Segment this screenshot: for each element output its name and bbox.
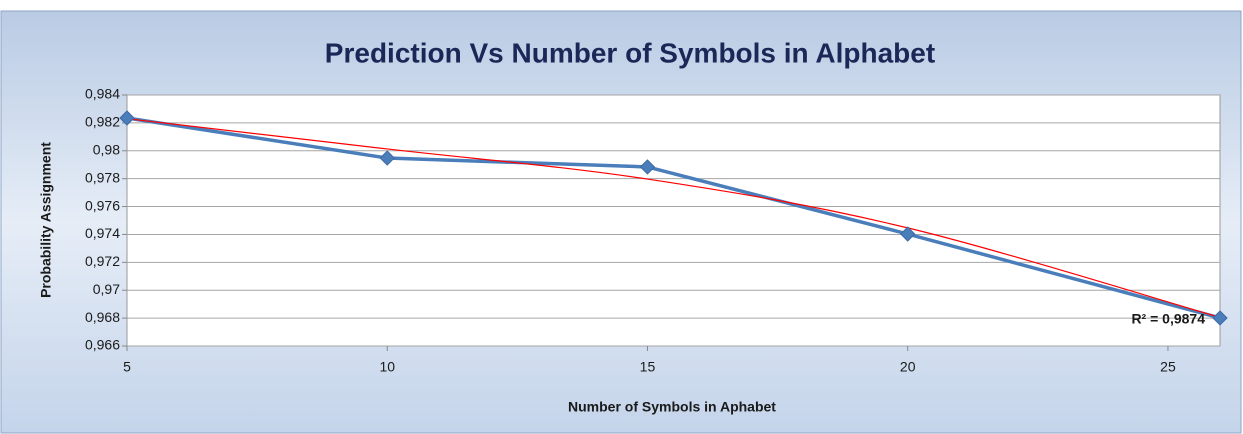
- y-tick-label: 0,984: [85, 86, 120, 102]
- y-tick-label: 0,966: [85, 337, 120, 353]
- point-marker: [1212, 310, 1228, 326]
- x-tick-label: 5: [123, 359, 131, 375]
- trendline: [126, 118, 1221, 318]
- y-tick-label: 0,972: [85, 253, 120, 269]
- plot-area: [126, 94, 1221, 347]
- y-axis-title: Probability Assignment: [38, 142, 54, 298]
- x-axis-title: Number of Symbols in Aphabet: [568, 399, 776, 415]
- x-tick-label: 20: [900, 359, 916, 375]
- r-squared-label: R² = 0,9874: [1131, 311, 1205, 327]
- chart-title: Prediction Vs Number of Symbols in Alpha…: [325, 37, 935, 68]
- point-marker: [639, 159, 656, 175]
- y-tick-label: 0,974: [85, 225, 120, 241]
- y-tick-label: 0,98: [93, 141, 120, 157]
- point-marker: [119, 110, 135, 126]
- x-tick-label: 10: [379, 359, 395, 375]
- y-tick-label: 0,97: [93, 281, 120, 297]
- y-tick-label: 0,968: [85, 309, 120, 325]
- x-tick-label: 15: [640, 359, 656, 375]
- point-marker: [900, 226, 916, 242]
- y-tick-label: 0,982: [85, 114, 120, 130]
- y-tick-label: 0,978: [85, 169, 120, 185]
- point-marker: [379, 150, 395, 166]
- x-tick-label: 25: [1160, 359, 1176, 375]
- y-tick-label: 0,976: [85, 197, 120, 213]
